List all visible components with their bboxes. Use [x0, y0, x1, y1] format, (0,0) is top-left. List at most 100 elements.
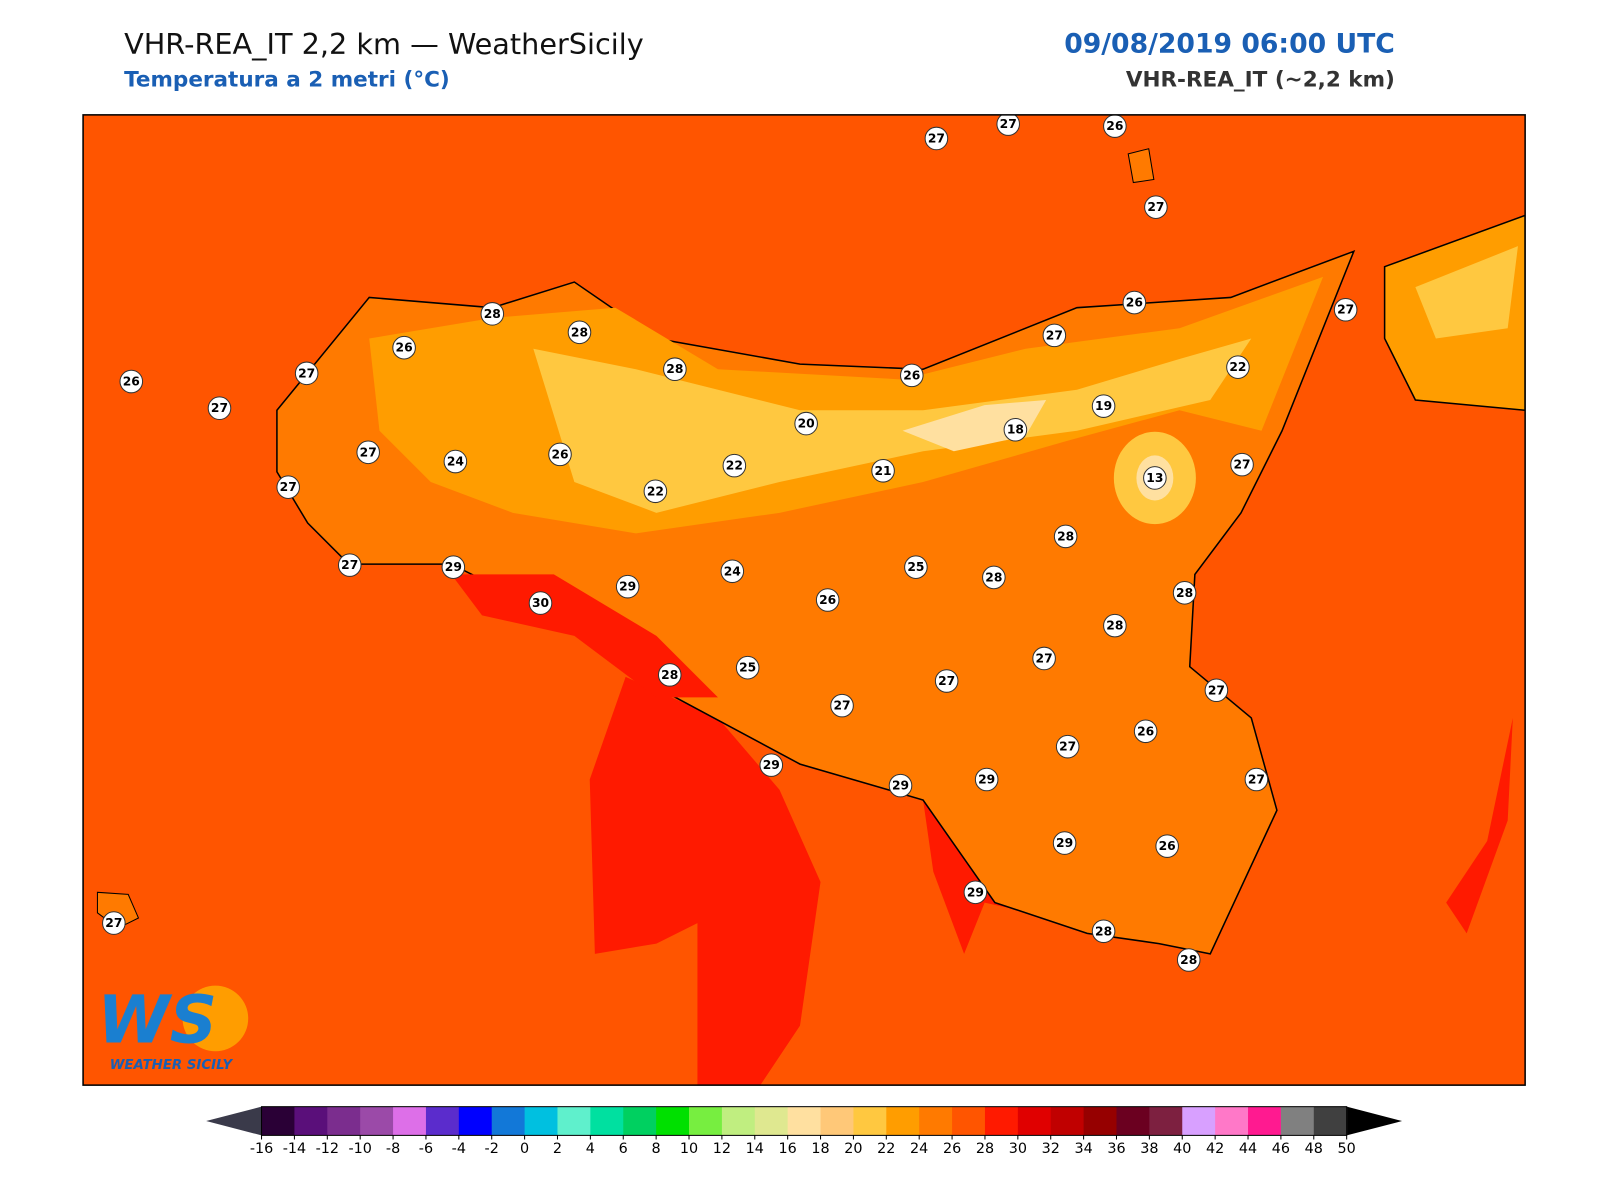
station-marker	[643, 479, 668, 504]
station-marker	[1091, 394, 1116, 418]
station-marker	[759, 753, 784, 777]
colorbar-bin	[294, 1106, 328, 1136]
colorbar-tick-label: 0	[520, 1141, 529, 1157]
station-marker	[548, 442, 572, 467]
colorbar-bin	[425, 1106, 460, 1136]
station-value: 26	[819, 593, 836, 607]
logo-sun	[182, 985, 249, 1052]
station-marker	[337, 553, 362, 577]
station-marker	[1204, 678, 1229, 703]
station-marker	[567, 320, 592, 345]
station-marker	[1144, 195, 1168, 219]
station-marker	[119, 369, 144, 394]
colorbar-bin	[360, 1106, 394, 1136]
station-value: 26	[551, 447, 568, 461]
colorbar-tick-label: 42	[1206, 1141, 1224, 1157]
colorbar-bin	[1050, 1106, 1085, 1136]
colorbar-bin	[820, 1106, 854, 1136]
station-marker	[1052, 831, 1077, 855]
colorbar-tick-label: -8	[386, 1141, 400, 1157]
station-marker	[996, 114, 1020, 136]
station-value: 26	[903, 368, 920, 382]
station-value: 28	[985, 570, 1002, 584]
station-marker	[1172, 581, 1197, 605]
station-marker	[1091, 919, 1116, 944]
colorbar-bin	[1116, 1106, 1150, 1136]
station-value: 21	[875, 464, 892, 478]
colorbar-bin	[689, 1106, 723, 1136]
station-value: 27	[360, 445, 377, 459]
colorbar-tick-label: 2	[553, 1141, 562, 1157]
station-value: 28	[1057, 529, 1074, 543]
station-value: 20	[798, 417, 815, 431]
station-marker	[899, 363, 924, 388]
colorbar-tick-label: 38	[1140, 1141, 1158, 1157]
station-marker	[794, 411, 818, 436]
colorbar-bin	[853, 1106, 887, 1136]
colorbar-tick-label: -12	[316, 1141, 339, 1157]
colorbar-tick-label: 48	[1305, 1141, 1323, 1157]
station-marker	[963, 880, 988, 905]
colorbar-tick-label: 10	[680, 1141, 698, 1157]
colorbar-tick-label: 26	[943, 1141, 961, 1157]
station-value: 22	[726, 459, 743, 473]
colorbar-tick-label: -2	[485, 1141, 499, 1157]
station-value: 30	[532, 596, 549, 610]
station-value: 22	[1229, 360, 1246, 374]
logo-text: WS	[97, 983, 217, 1059]
station-value: 26	[1106, 119, 1123, 133]
colorbar-tick-label: 34	[1074, 1141, 1092, 1157]
subtitle: Temperatura a 2 metri (°C)	[124, 68, 450, 93]
colorbar-bin	[656, 1106, 690, 1136]
station-value: 26	[396, 341, 413, 355]
colorbar: -16 -14 -12 -10 -8 -6 -4 -2 0 2 4 6 8 10 12 14 16 18 20 22 2…	[206, 1106, 1403, 1157]
station-marker	[1122, 290, 1147, 315]
station-value: 27	[211, 401, 228, 415]
station-marker	[1333, 297, 1358, 322]
station-marker	[1133, 719, 1158, 744]
station-value: 29	[892, 779, 909, 793]
station-value: 27	[298, 366, 315, 380]
colorbar-bin	[919, 1106, 953, 1136]
station-value: 27	[341, 558, 358, 572]
station-value: 29	[619, 580, 636, 594]
station-marker	[276, 475, 300, 499]
station-value: 25	[739, 661, 756, 675]
station-value: 27	[1046, 328, 1063, 342]
colorbar-bin	[590, 1106, 624, 1136]
station-value: 26	[1159, 839, 1176, 853]
station-marker	[934, 669, 959, 693]
station-value: 29	[445, 560, 462, 574]
calabria-cool	[1415, 246, 1518, 339]
station-value: 29	[763, 758, 780, 772]
station-value: 27	[105, 916, 122, 930]
colorbar-tick-label: 50	[1338, 1141, 1356, 1157]
colorbar-bin	[787, 1106, 822, 1136]
colorbar-bin	[754, 1106, 789, 1136]
colorbar-tick-label: -14	[283, 1141, 306, 1157]
station-marker	[722, 453, 747, 478]
colorbar-bin	[458, 1106, 493, 1136]
station-marker	[1055, 734, 1080, 759]
colorbar-bin	[1182, 1106, 1216, 1136]
colorbar-bin	[1083, 1106, 1118, 1136]
colorbar-tick-label: 18	[811, 1141, 829, 1157]
station-value: 27	[833, 699, 850, 713]
station-value: 18	[1007, 423, 1024, 437]
colorbar-bin	[261, 1106, 295, 1136]
stations: 27 27 26 27 26 27 27 22 28 28 26 27 26 27 28 26 20 19 18 27…	[102, 114, 1358, 972]
station-value: 27	[928, 131, 945, 145]
station-marker	[974, 767, 999, 792]
datetime: 09/08/2019 06:00 UTC	[1064, 29, 1395, 60]
station-marker	[924, 126, 949, 151]
colorbar-bin	[952, 1106, 986, 1136]
colorbar-tick-label: 46	[1272, 1141, 1290, 1157]
station-marker	[1226, 355, 1250, 379]
station-value: 29	[1056, 836, 1073, 850]
colorbar-tick-label: 20	[844, 1141, 862, 1157]
colorbar-tick-label: 24	[910, 1141, 928, 1157]
station-value: 27	[1248, 772, 1265, 786]
warm-patch	[589, 676, 821, 1086]
colorbar-tick-label: 12	[713, 1141, 731, 1157]
